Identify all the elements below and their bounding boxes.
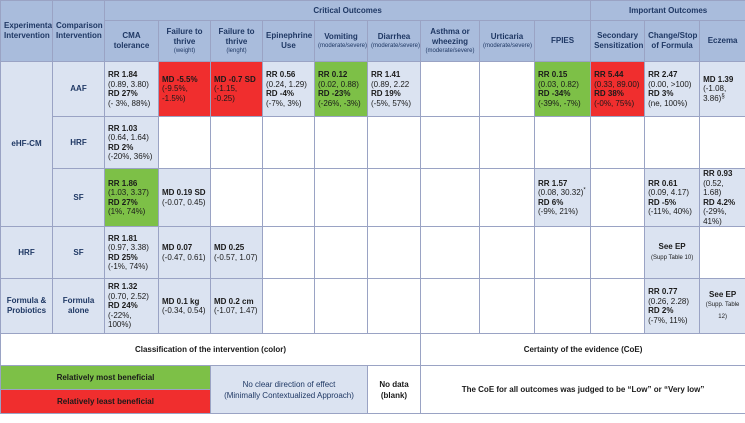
cell-hrf-empty [644, 116, 701, 169]
group-hrf: HRF [0, 226, 53, 279]
cell-hrfsf-empty [590, 226, 646, 279]
cell-prob-cma: RR 1.32 (0.70, 2.52) RD 24% (-22%, 100%) [104, 278, 159, 334]
cell-hrf-empty [262, 116, 315, 169]
cell-hrf-empty [533, 116, 592, 169]
legend-classification-title: Classification of the intervention (colo… [0, 333, 421, 366]
cell-hrfsf-empty [314, 226, 368, 279]
col-fpies: FPIES [533, 20, 592, 62]
cell-prob-empty [533, 278, 592, 334]
cell-hrf-empty [590, 116, 646, 169]
group-ehf-cm: eHF-CM [0, 61, 53, 227]
cell-sf-empty [590, 168, 646, 227]
legend-most-beneficial: Relatively most beneficial [0, 365, 211, 390]
cell-hrfsf-ftt-length: MD 0.25 (-0.57, 1.07) [210, 226, 263, 279]
col-urticaria: Urticaria (moderate/severe) [479, 20, 535, 62]
cell-hrf-empty [699, 116, 745, 169]
cell-hrf-empty [158, 116, 211, 169]
legend-least-beneficial: Relatively least beneficial [0, 389, 211, 414]
cell-prob-empty [420, 278, 480, 334]
group-formula-probiotics: Formula & Probiotics [0, 278, 53, 334]
outcomes-table: Experimental Intervention Comparison Int… [0, 0, 745, 414]
cell-hrf-cma: RR 1.03 (0.64, 1.64) RD 2% (-20%, 36%) [104, 116, 159, 169]
cell-hrf-empty [420, 116, 480, 169]
cell-sf-eczema: RR 0.93 (0.52, 1.68) RD 4.2% (-29%, 41%) [699, 168, 745, 227]
cell-hrfsf-empty [699, 226, 745, 279]
cell-sf-empty [367, 168, 421, 227]
col-epinephrine: Epinephrine Use [262, 20, 315, 62]
cell-sf-empty [420, 168, 480, 227]
col-eczema: Eczema [699, 20, 745, 62]
cell-aaf-cma: RR 1.84 (0.89, 3.80) RD 27% (- 3%, 88%) [104, 61, 159, 117]
cell-aaf-asthma [420, 61, 480, 117]
comparison-header: Comparison Intervention [52, 0, 105, 62]
col-ftt-length: Failure to thrive (lenght) [210, 20, 263, 62]
cell-hrf-empty [314, 116, 368, 169]
cell-prob-eczema: See EP (Supp. Table 12) [699, 278, 745, 334]
cell-hrf-empty [367, 116, 421, 169]
cell-hrf-empty [479, 116, 535, 169]
cell-aaf-epinephrine: RR 0.56 (0.24, 1.29) RD -4% (-7%, 3%) [262, 61, 315, 117]
cell-aaf-vomiting: RR 0.12 (0.02, 0.88) RD -23% (-26%, -3%) [314, 61, 368, 117]
comparison-aaf: AAF [52, 61, 105, 117]
cell-prob-ftt-weight: MD 0.1 kg (-0.34, 0.54) [158, 278, 211, 334]
cell-prob-ftt-length: MD 0.2 cm (-1.07, 1.47) [210, 278, 263, 334]
comparison-formula-alone: Formula alone [52, 278, 105, 334]
cell-prob-change-formula: RR 0.77 (0.26, 2.28) RD 2% (-7%, 11%) [644, 278, 701, 334]
cell-hrf-empty [210, 116, 263, 169]
cell-hrfsf-ftt-weight: MD 0.07 (-0.47, 0.61) [158, 226, 211, 279]
col-asthma: Asthma or wheezing (moderate/severe) [420, 20, 480, 62]
cell-sf-cma: RR 1.86 (1.03, 3.37) RD 27% (1%, 74%) [104, 168, 159, 227]
cell-sf-empty [479, 168, 535, 227]
col-vomiting: Vomiting (moderate/severe) [314, 20, 368, 62]
col-change-stop-formula: Change/Stop of Formula [644, 20, 701, 62]
cell-aaf-ftt-length: MD -0.7 SD (-1.15, -0.25) [210, 61, 263, 117]
cell-aaf-change-formula: RR 2.47 (0.00, >100) RD 3% (ne, 100%) [644, 61, 701, 117]
legend-certainty-title: Certainty of the evidence (CoE) [419, 333, 745, 366]
cell-sf-change-formula: RR 0.61 (0.09, 4.17) RD -5% (-11%, 40%) [644, 168, 701, 227]
col-secondary-sensitization: Secondary Sensitization [590, 20, 646, 62]
cell-aaf-urticaria [479, 61, 535, 117]
legend-coe-text: The CoE for all outcomes was judged to b… [419, 365, 745, 414]
cell-sf-empty [262, 168, 315, 227]
comparison-hrf: HRF [52, 116, 105, 169]
col-cma-tolerance: CMA tolerance [104, 20, 159, 62]
legend-no-clear-direction: No clear direction of effect (Minimally C… [210, 365, 368, 414]
cell-prob-empty [367, 278, 421, 334]
cell-hrfsf-empty [479, 226, 535, 279]
cell-hrfsf-empty [533, 226, 592, 279]
cell-hrfsf-cma: RR 1.81 (0.97, 3.38) RD 25% (-1%, 74%) [104, 226, 159, 279]
cell-hrfsf-empty [262, 226, 315, 279]
important-outcomes-header: Important Outcomes [590, 0, 745, 21]
cell-aaf-ftt-weight: MD -5.5% (-9.5%, -1.5%) [158, 61, 211, 117]
cell-prob-empty [262, 278, 315, 334]
cell-aaf-fpies: RR 0.15 (0.03, 0.82) RD -34% (-39%, -7%) [533, 61, 592, 117]
cell-hrfsf-change-formula: See EP (Supp Table 10) [644, 226, 701, 279]
cell-prob-empty [314, 278, 368, 334]
cell-aaf-eczema: MD 1.39 (-1.08, 3.86)§ [699, 61, 745, 117]
cell-sf-fpies: RR 1.57 (0.08, 30.32)* RD 6% (-9%, 21%) [533, 168, 592, 227]
experimental-header: Experimental Intervention [0, 0, 53, 62]
cell-aaf-secondary-sensitization: RR 5.44 (0.33, 89.00) RD 38% (-0%, 75%) [590, 61, 646, 117]
critical-outcomes-header: Critical Outcomes [103, 0, 592, 21]
cell-aaf-diarrhea: RR 1.41 (0.89, 2.22 RD 19% (-5%, 57%) [367, 61, 421, 117]
cell-sf-empty [314, 168, 368, 227]
comparison-sf: SF [52, 226, 105, 279]
cell-sf-ftt-weight: MD 0.19 SD (-0.07, 0.45) [158, 168, 211, 227]
col-diarrhea: Diarrhea (moderate/severe) [367, 20, 421, 62]
col-ftt-weight: Failure to thrive (weight) [158, 20, 211, 62]
cell-prob-empty [590, 278, 646, 334]
cell-hrfsf-empty [367, 226, 421, 279]
comparison-sf: SF [52, 168, 105, 227]
legend-no-data: No data (blank) [367, 365, 421, 414]
cell-hrfsf-empty [420, 226, 480, 279]
cell-prob-empty [479, 278, 535, 334]
cell-sf-empty [210, 168, 263, 227]
